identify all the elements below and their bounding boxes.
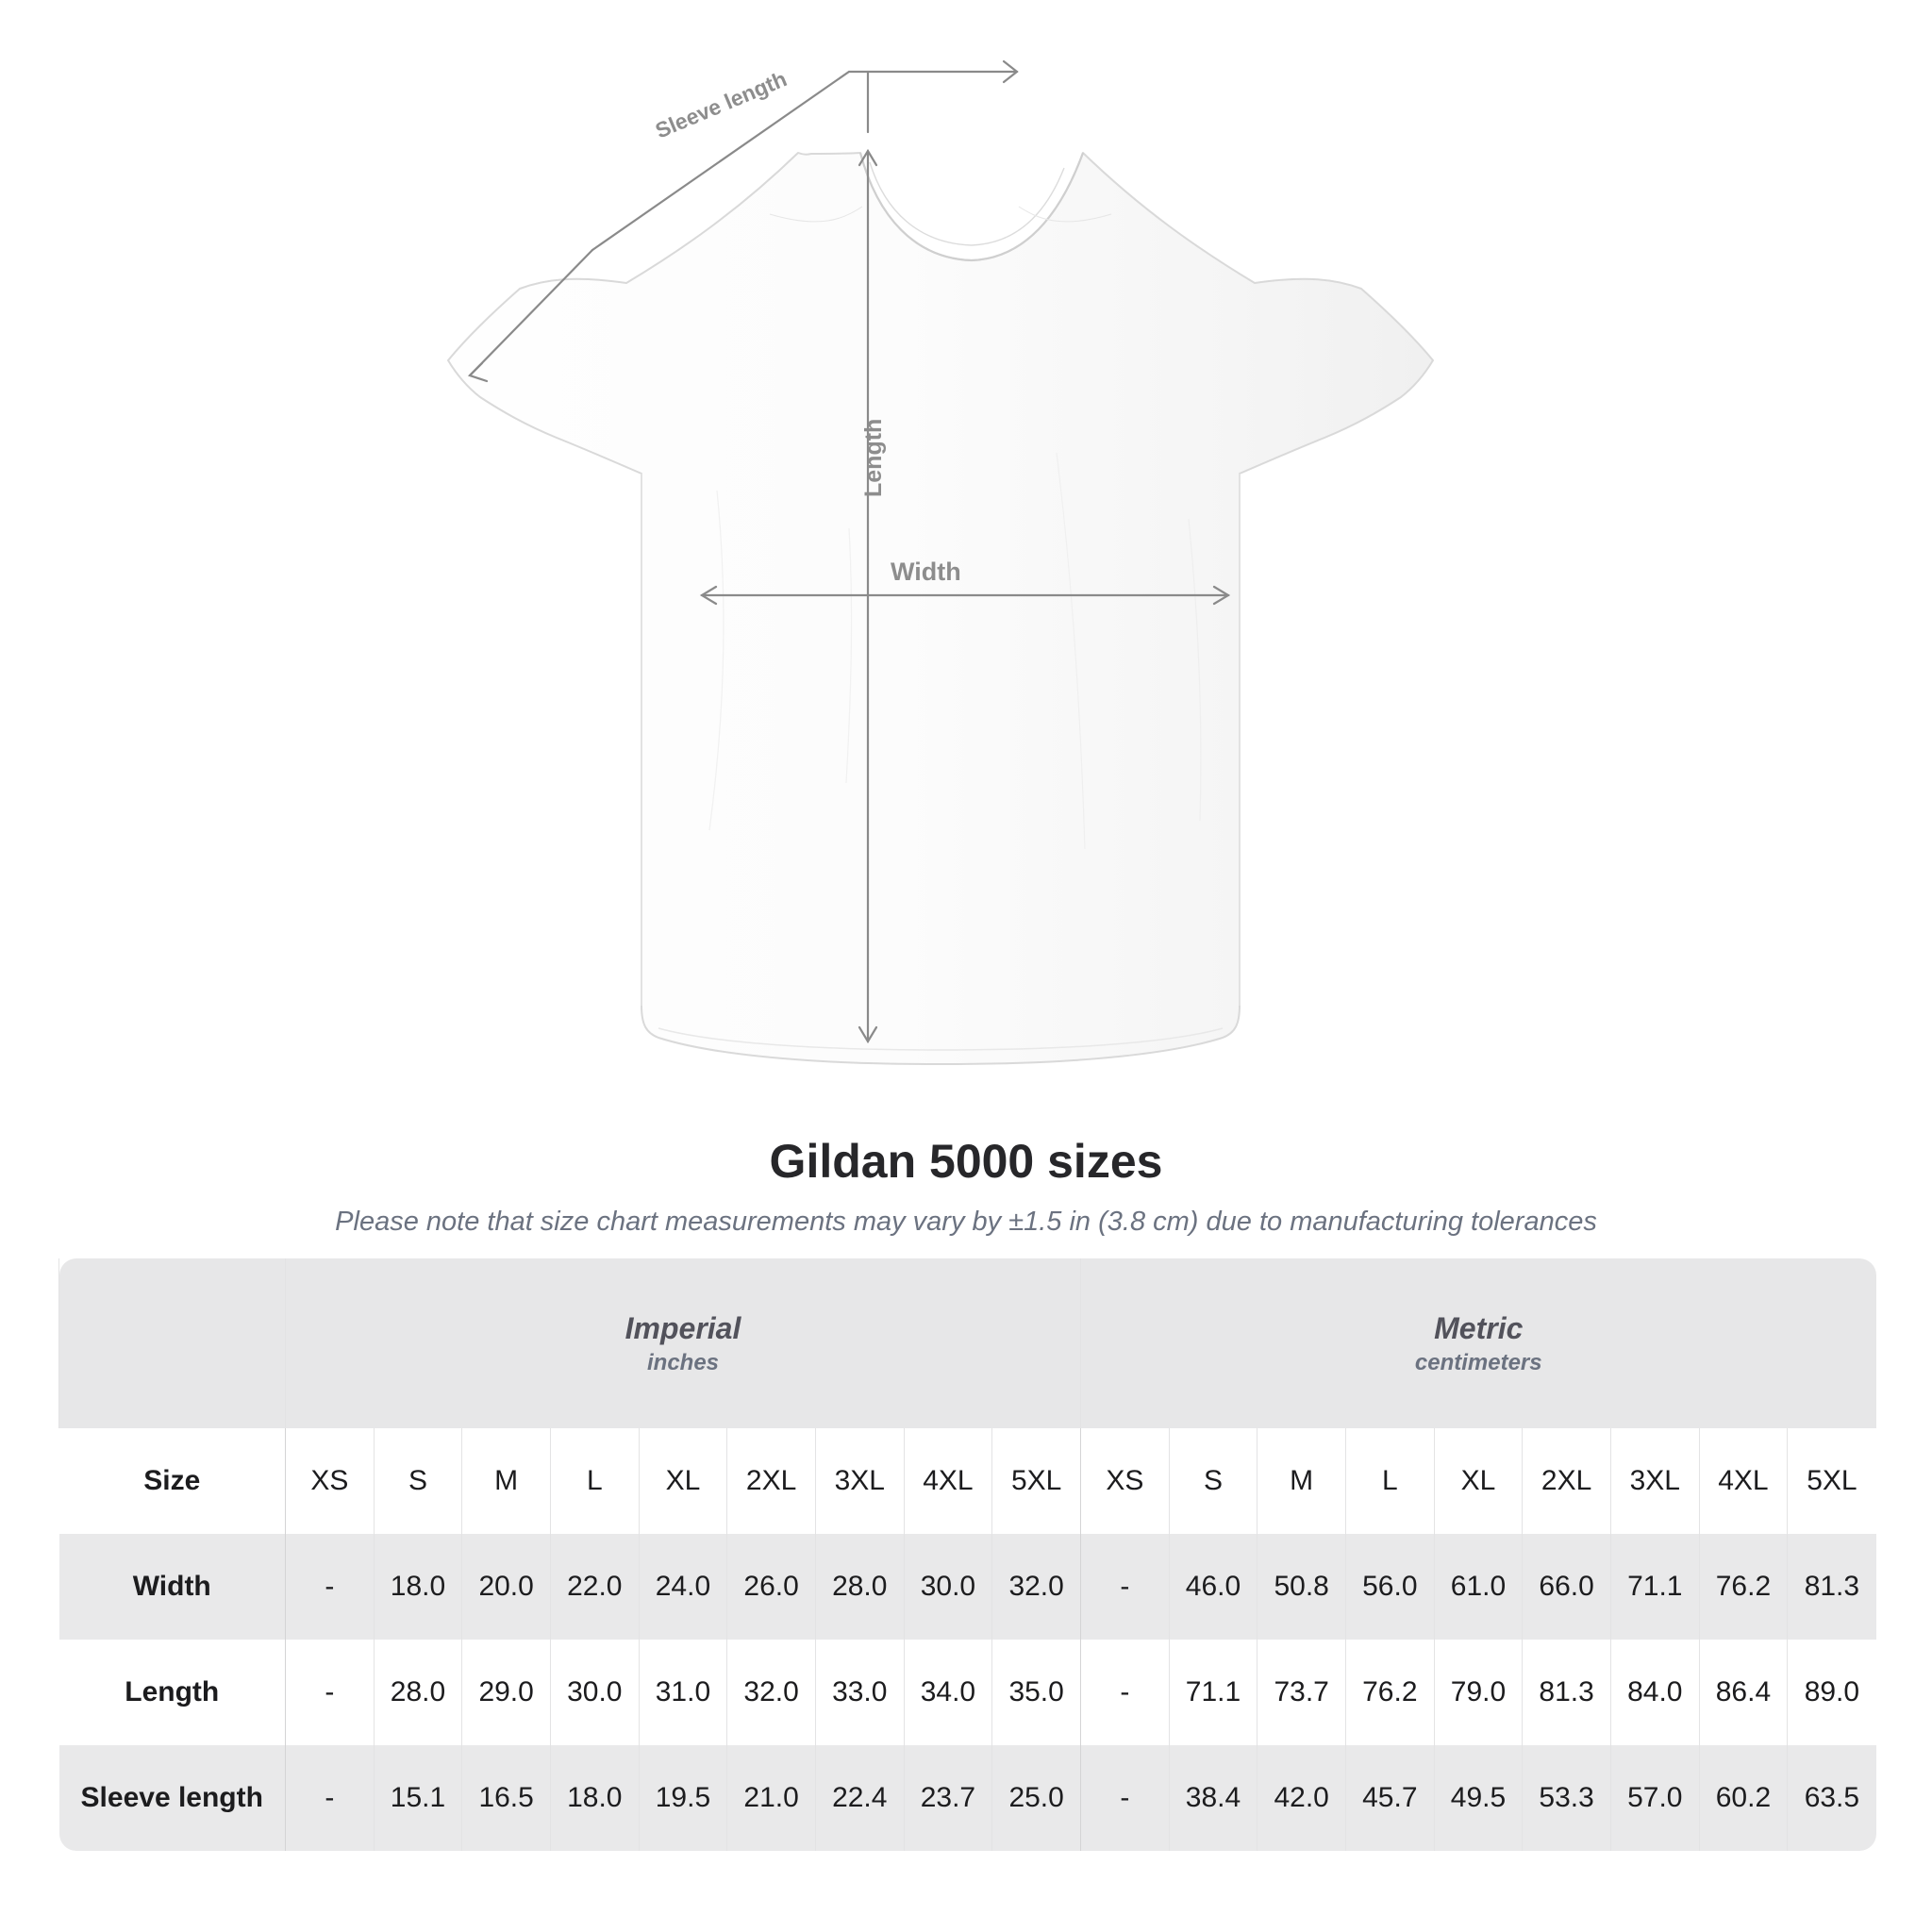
- svg-text:Sleeve length: Sleeve length: [652, 66, 791, 142]
- svg-text:Length: Length: [860, 419, 887, 497]
- svg-text:Width: Width: [891, 558, 961, 586]
